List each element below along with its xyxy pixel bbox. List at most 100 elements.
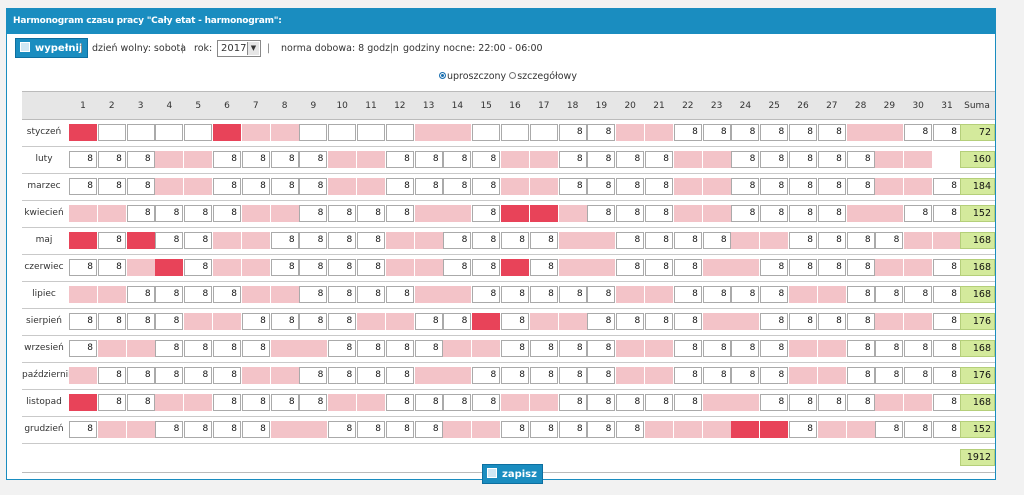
day-cell[interactable]: 8 [357,421,385,438]
day-cell[interactable] [558,313,587,330]
day-cell[interactable]: 8 [817,394,846,411]
day-cell[interactable] [414,205,443,222]
day-cell[interactable]: 8 [846,394,875,411]
day-cell[interactable]: 8 [184,259,213,276]
day-cell[interactable]: 8 [587,178,616,195]
day-cell[interactable] [702,205,731,222]
radio-detailed[interactable] [509,72,517,79]
day-cell[interactable]: 8 [357,205,385,222]
day-cell[interactable] [270,421,299,438]
day-cell[interactable]: 8 [760,313,789,330]
day-cell[interactable] [702,313,731,330]
day-cell[interactable]: 8 [529,232,558,249]
day-cell[interactable] [414,286,443,303]
day-cell[interactable] [645,340,673,357]
day-cell[interactable]: 8 [155,286,184,303]
day-cell[interactable]: 8 [443,313,472,330]
day-cell[interactable]: 8 [673,367,702,384]
day-cell[interactable] [299,421,328,438]
day-cell[interactable]: 8 [126,286,155,303]
day-cell[interactable]: 8 [702,232,731,249]
day-cell[interactable]: 8 [155,205,184,222]
day-cell[interactable] [97,205,126,222]
day-cell[interactable] [241,232,270,249]
day-cell[interactable]: 8 [789,313,817,330]
day-cell[interactable]: 8 [213,367,241,384]
day-cell[interactable] [789,286,817,303]
day-cell[interactable] [443,340,472,357]
day-cell[interactable]: 8 [645,313,673,330]
day-cell[interactable]: 8 [616,178,645,195]
day-cell[interactable]: 8 [414,178,443,195]
day-cell[interactable]: 8 [443,394,472,411]
day-cell[interactable] [904,313,933,330]
day-cell[interactable] [875,178,904,195]
day-cell[interactable]: 8 [616,259,645,276]
day-cell[interactable]: 8 [472,205,501,222]
year-select[interactable]: 2017 ▼ [217,40,261,57]
day-cell[interactable]: 8 [933,394,961,411]
day-cell[interactable] [414,367,443,384]
day-cell[interactable]: 8 [472,394,501,411]
day-cell[interactable]: 8 [587,205,616,222]
day-cell[interactable] [731,313,760,330]
day-cell[interactable]: 8 [673,259,702,276]
day-cell[interactable] [385,232,414,249]
day-cell[interactable]: 8 [616,394,645,411]
day-cell[interactable]: 8 [385,340,414,357]
day-cell[interactable]: 8 [69,151,97,168]
day-cell[interactable]: 8 [789,232,817,249]
day-cell[interactable]: 8 [645,178,673,195]
day-cell[interactable]: 8 [184,367,213,384]
day-cell[interactable]: 8 [875,340,904,357]
day-cell[interactable]: 8 [155,421,184,438]
day-cell[interactable]: 8 [587,367,616,384]
day-cell[interactable]: 8 [184,232,213,249]
day-cell[interactable] [443,124,472,141]
day-cell[interactable]: 8 [184,421,213,438]
day-cell[interactable]: 8 [616,232,645,249]
day-cell[interactable] [97,340,126,357]
day-cell[interactable] [414,232,443,249]
day-cell[interactable]: 8 [558,178,587,195]
day-cell[interactable]: 8 [616,421,645,438]
day-cell[interactable]: 8 [328,340,357,357]
day-cell[interactable]: 8 [443,259,472,276]
day-cell[interactable]: 8 [328,313,357,330]
radio-simple[interactable] [439,72,446,79]
day-cell[interactable]: 8 [299,286,328,303]
day-cell[interactable]: 8 [645,259,673,276]
day-cell[interactable]: 8 [933,421,961,438]
day-cell[interactable]: 8 [760,367,789,384]
day-cell[interactable]: 8 [270,178,299,195]
day-cell[interactable]: 8 [155,367,184,384]
day-cell[interactable] [328,394,357,411]
day-cell[interactable] [501,394,529,411]
day-cell[interactable]: 8 [702,367,731,384]
day-cell[interactable]: 8 [443,151,472,168]
day-cell[interactable] [443,286,472,303]
day-cell[interactable]: 8 [270,313,299,330]
day-cell[interactable]: 8 [501,286,529,303]
day-cell[interactable]: 8 [299,367,328,384]
day-cell[interactable]: 8 [213,394,241,411]
day-cell[interactable]: 8 [933,259,961,276]
day-cell[interactable]: 8 [97,367,126,384]
day-cell[interactable] [328,178,357,195]
day-cell[interactable]: 8 [357,286,385,303]
day-cell[interactable] [213,232,241,249]
day-cell[interactable] [385,313,414,330]
day-cell[interactable] [904,232,933,249]
day-cell[interactable] [875,259,904,276]
day-cell[interactable]: 8 [126,367,155,384]
day-cell[interactable]: 8 [616,313,645,330]
day-cell[interactable]: 8 [817,259,846,276]
day-cell[interactable]: 8 [270,259,299,276]
day-cell[interactable]: 8 [846,313,875,330]
day-cell[interactable]: 8 [97,313,126,330]
day-cell[interactable] [875,313,904,330]
day-cell[interactable] [702,178,731,195]
day-cell[interactable]: 8 [817,151,846,168]
day-cell[interactable]: 8 [385,421,414,438]
day-cell[interactable]: 8 [184,205,213,222]
